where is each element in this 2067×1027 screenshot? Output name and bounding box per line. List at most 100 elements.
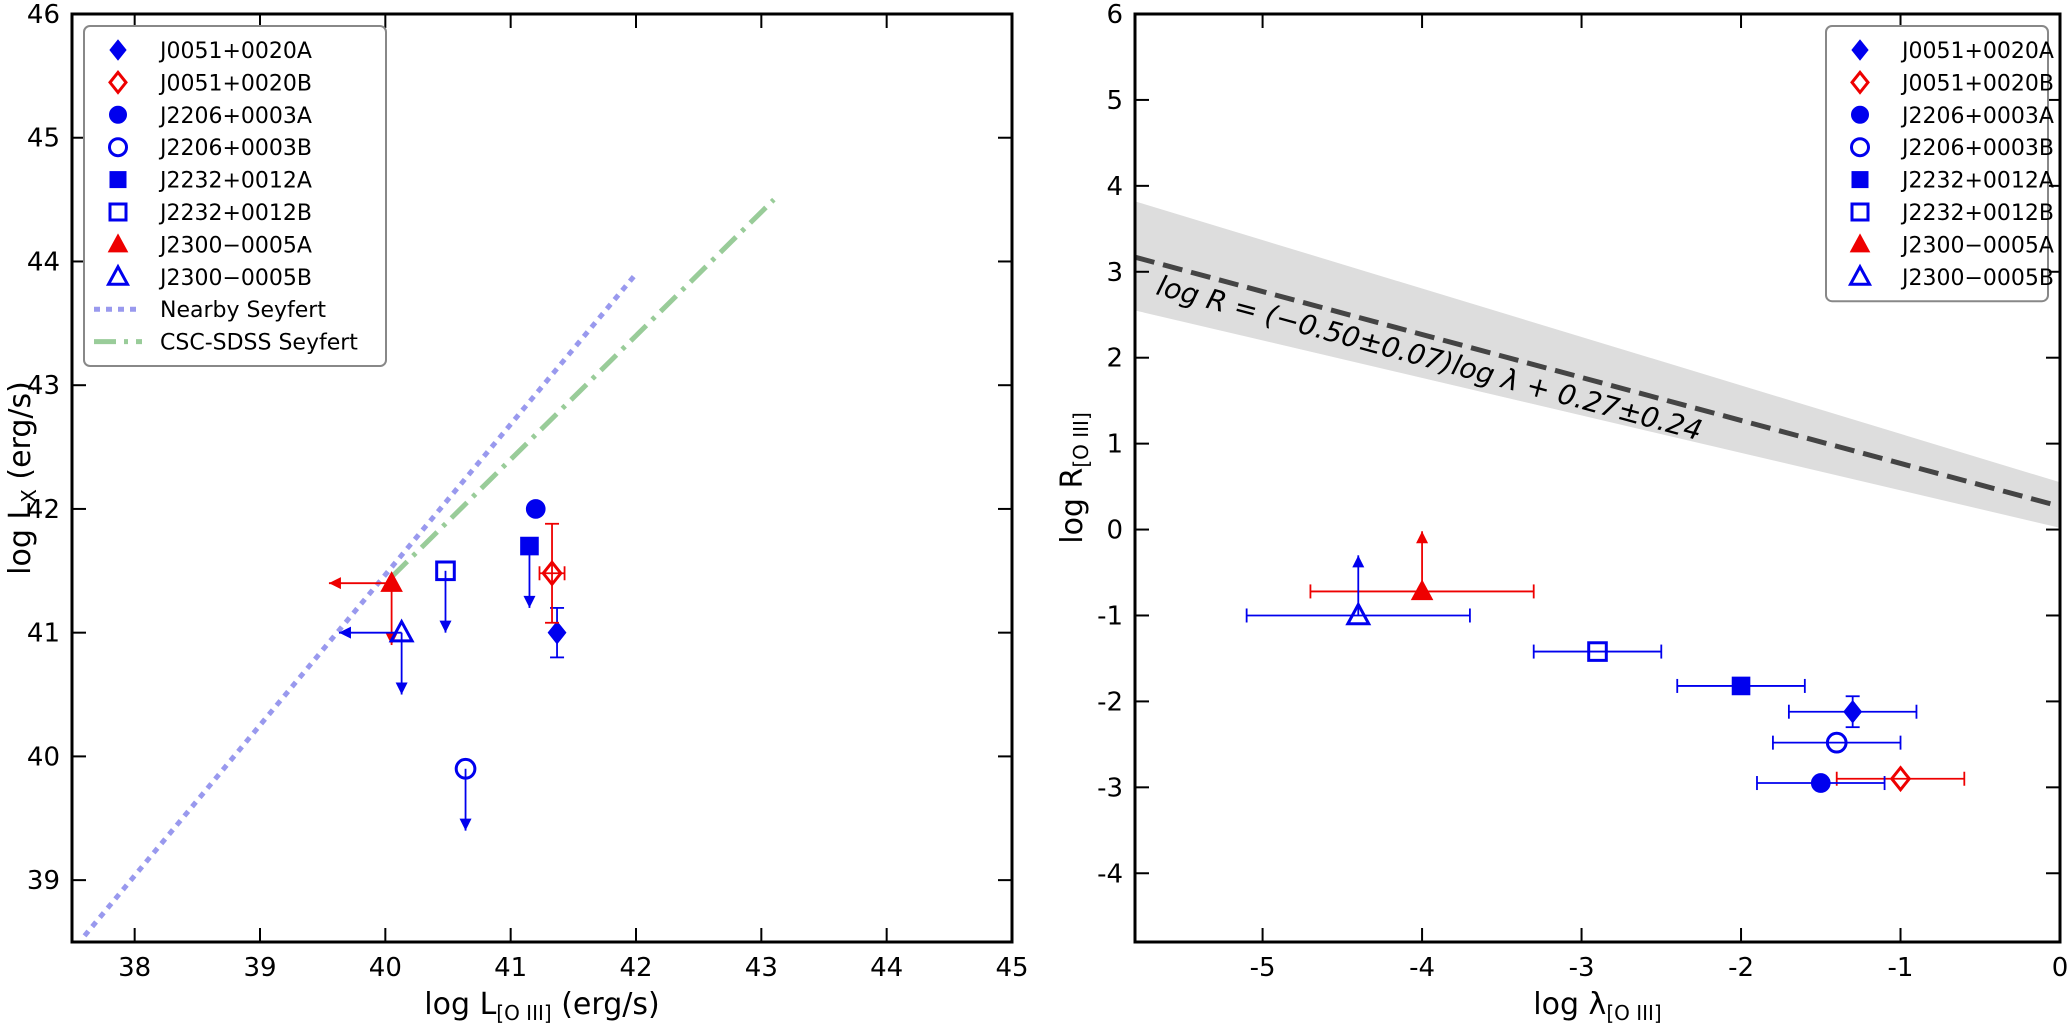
y-tick-label: 39 — [27, 866, 60, 896]
y-tick-label: 6 — [1106, 0, 1123, 30]
legend-marker — [1850, 69, 1870, 95]
legend: J0051+0020A J0051+0020B J2206+0003A J2206+0… — [83, 25, 387, 367]
legend-marker — [107, 233, 129, 253]
marker-triangle — [388, 618, 415, 643]
x-axis-label-main: log L — [424, 987, 496, 1022]
legend-marker — [109, 39, 127, 61]
legend-entry: J0051+0020A — [1851, 39, 2054, 64]
y-tick-label: -2 — [1097, 687, 1123, 717]
y-tick-label: 40 — [27, 742, 60, 772]
legend-entry: J2232+0012A — [109, 169, 312, 194]
legend-label: CSC-SDSS Seyfert — [160, 331, 358, 356]
y-tick-label: 1 — [1106, 430, 1123, 460]
legend-entry: Nearby Seyfert — [94, 298, 326, 323]
x-axis-label-tail: (erg/s) — [552, 987, 660, 1022]
marker-square — [520, 536, 539, 556]
y-tick-label: 46 — [27, 0, 60, 30]
y-axis-label: log LX (erg/s) — [3, 381, 41, 575]
legend-marker — [108, 69, 128, 95]
legend-marker — [1850, 202, 1870, 222]
legend-entry: J2232+0012B — [1850, 201, 2054, 226]
y-tick-label: 44 — [27, 247, 60, 277]
legend-entry: J2206+0003A — [1851, 104, 2054, 129]
x-tick-label: -1 — [1888, 953, 1914, 983]
legend-label: J0051+0020B — [158, 71, 312, 96]
axes-frame — [1133, 12, 2062, 944]
y-tick-label: 45 — [27, 124, 60, 154]
lower-limit-arrow-y-head — [1352, 555, 1365, 568]
x-tick-label: -3 — [1569, 953, 1595, 983]
y-tick-label: 41 — [27, 619, 60, 649]
data-point-J0051+0020B — [538, 522, 566, 624]
y-axis-label-main: log R — [1055, 468, 1090, 544]
upper-limit-arrow-x-head — [338, 626, 351, 639]
marker-triangle — [1345, 601, 1372, 626]
legend-label: Nearby Seyfert — [160, 298, 326, 323]
data-point-J2232+0012A — [520, 536, 539, 608]
fit-relation-line — [1135, 254, 2060, 509]
legend-marker — [108, 137, 128, 158]
y-tick-label: 5 — [1106, 86, 1123, 116]
marker-triangle — [1410, 579, 1434, 601]
data-point-J2232+0012B — [1532, 641, 1663, 662]
legend-marker — [1851, 39, 1869, 61]
upper-limit-arrow-y-head — [459, 818, 472, 831]
upper-limit-arrow-x-head — [328, 577, 341, 590]
legend-label: J2232+0012B — [1900, 201, 2054, 226]
legend-entry: J0051+0020B — [1850, 69, 2054, 96]
legend-label: J2300−0005B — [1900, 266, 2054, 291]
legend-label: J2206+0003B — [1900, 136, 2054, 161]
marker-square — [1587, 641, 1608, 662]
legend-label: J2300−0005A — [158, 233, 312, 258]
data-point-J0051+0020A — [547, 607, 567, 659]
x-tick-label: -4 — [1409, 953, 1435, 983]
trend-line-1 — [389, 197, 776, 579]
y-tick-label: -3 — [1097, 773, 1123, 803]
data-point-J0051+0020B — [1835, 765, 1966, 793]
legend-entry: J2206+0003B — [1850, 136, 2054, 161]
marker-square — [435, 560, 456, 582]
marker-diamond — [547, 620, 567, 645]
upper-limit-arrow-y-head — [395, 682, 408, 695]
legend-entry: J2300−0005B — [105, 263, 312, 291]
x-tick-label: 42 — [619, 953, 652, 983]
x-tick-label: -2 — [1728, 953, 1754, 983]
legend-entry: J0051+0020A — [109, 39, 312, 64]
x-tick-label: 45 — [995, 953, 1028, 983]
legend-label: J0051+0020A — [1900, 39, 2054, 64]
legend-label: J0051+0020A — [158, 39, 312, 64]
data-point-J0051+0020A — [1787, 695, 1918, 729]
legend-label: J2206+0003A — [1900, 104, 2054, 129]
legend-label: J2300−0005A — [1900, 233, 2054, 258]
x-tick-label: -5 — [1250, 953, 1276, 983]
y-tick-label: -4 — [1097, 859, 1123, 889]
marker-square — [1731, 676, 1751, 696]
x-tick-label: 41 — [494, 953, 527, 983]
x-axis-label-sub: [O III] — [496, 1001, 551, 1025]
y-axis-label-sub: X — [17, 489, 41, 503]
legend-entry: J2300−0005A — [107, 233, 312, 258]
data-point-J2232+0012A — [1676, 676, 1806, 696]
legend-label: J2232+0012B — [158, 201, 312, 226]
confidence-band — [1135, 201, 2060, 528]
data-point-J2232+0012B — [435, 560, 456, 633]
legend-entry: J2300−0005B — [1847, 263, 2054, 291]
y-tick-label: 2 — [1106, 344, 1123, 374]
data-point-J2300-0005B — [338, 618, 415, 695]
plot-area — [82, 197, 776, 938]
data-point-J2300-0005B — [1245, 555, 1471, 626]
x-tick-label: 38 — [118, 953, 151, 983]
x-tick-label: 43 — [745, 953, 778, 983]
legend-label: J2232+0012A — [1900, 169, 2054, 194]
legend-entry: J2206+0003A — [109, 104, 312, 129]
legend-entry: J2232+0012B — [108, 201, 312, 226]
legend-marker — [109, 171, 127, 189]
marker-circle — [454, 757, 477, 780]
marker-circle — [1825, 731, 1848, 754]
x-tick-label: 0 — [2052, 953, 2067, 983]
x-axis-label-sub: [O III] — [1606, 1001, 1661, 1025]
legend-entry: J2232+0012A — [1851, 169, 2054, 194]
x-tick-label: 44 — [870, 953, 903, 983]
